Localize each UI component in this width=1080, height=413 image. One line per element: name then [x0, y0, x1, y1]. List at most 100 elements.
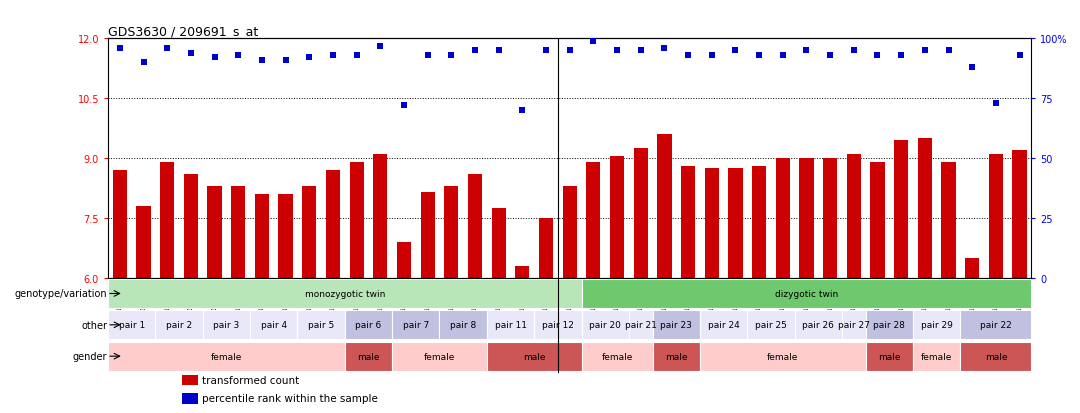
Bar	[345, 311, 392, 339]
Bar	[440, 311, 487, 339]
Text: pair 11: pair 11	[495, 320, 527, 330]
Text: male: male	[665, 352, 688, 361]
Bar	[297, 311, 345, 339]
Bar	[747, 311, 795, 339]
Bar	[586, 163, 600, 278]
Bar	[468, 175, 482, 278]
Text: monozygotic twin: monozygotic twin	[305, 289, 384, 298]
Bar	[610, 157, 624, 278]
Point	[798, 48, 815, 55]
Text: pair 28: pair 28	[874, 320, 905, 330]
Text: genotype/variation: genotype/variation	[14, 289, 107, 299]
Point	[135, 60, 152, 66]
Bar	[374, 155, 388, 278]
Text: female: female	[423, 352, 455, 361]
Text: pair 26: pair 26	[802, 320, 834, 330]
Point	[419, 52, 436, 59]
Point	[443, 52, 460, 59]
Bar	[652, 342, 700, 371]
Point	[324, 52, 341, 59]
Text: pair 27: pair 27	[838, 320, 869, 330]
Text: pair 5: pair 5	[308, 320, 334, 330]
Point	[111, 45, 129, 52]
Text: female: female	[921, 352, 953, 361]
Point	[632, 48, 649, 55]
Point	[822, 52, 839, 59]
Point	[774, 52, 792, 59]
Bar	[913, 311, 960, 339]
Bar	[728, 169, 743, 278]
Bar	[231, 187, 245, 278]
Point	[467, 48, 484, 55]
Bar	[302, 187, 316, 278]
Bar	[960, 311, 1031, 339]
Bar	[207, 187, 221, 278]
Bar	[866, 311, 913, 339]
Text: pair 8: pair 8	[450, 320, 476, 330]
Point	[727, 48, 744, 55]
Text: female: female	[211, 352, 242, 361]
Text: male: male	[878, 352, 901, 361]
Text: pair 24: pair 24	[707, 320, 740, 330]
Bar	[487, 311, 535, 339]
Bar	[487, 342, 581, 371]
Point	[868, 52, 886, 59]
Bar	[581, 311, 629, 339]
Bar	[866, 342, 913, 371]
Text: gender: gender	[72, 351, 107, 361]
Point	[846, 48, 863, 55]
Bar	[842, 311, 866, 339]
Bar	[752, 166, 766, 278]
Point	[703, 52, 720, 59]
Bar	[1012, 151, 1027, 278]
Bar	[279, 195, 293, 278]
Bar	[444, 187, 458, 278]
Text: percentile rank within the sample: percentile rank within the sample	[202, 394, 378, 404]
Bar	[184, 175, 198, 278]
Bar	[704, 169, 719, 278]
Text: pair 1: pair 1	[119, 320, 145, 330]
Bar	[799, 159, 813, 278]
Text: male: male	[985, 352, 1008, 361]
Bar	[989, 155, 1003, 278]
Bar	[515, 266, 529, 278]
Bar	[108, 342, 345, 371]
Bar	[535, 311, 581, 339]
Point	[490, 48, 508, 55]
Bar	[942, 163, 956, 278]
Bar	[345, 342, 392, 371]
Point	[276, 57, 294, 64]
Bar	[326, 171, 340, 278]
Point	[987, 100, 1004, 107]
Bar	[581, 279, 1031, 308]
Point	[562, 48, 579, 55]
Point	[348, 52, 365, 59]
Text: pair 22: pair 22	[980, 320, 1012, 330]
Bar	[136, 206, 150, 278]
Bar	[251, 311, 297, 339]
Point	[159, 45, 176, 52]
Bar	[681, 166, 696, 278]
Bar	[652, 311, 700, 339]
Point	[230, 52, 247, 59]
Text: pair 23: pair 23	[660, 320, 692, 330]
Bar	[870, 163, 885, 278]
Bar	[539, 218, 553, 278]
Point	[679, 52, 697, 59]
Bar	[629, 311, 652, 339]
Bar	[913, 342, 960, 371]
Text: male: male	[523, 352, 545, 361]
Point	[1011, 52, 1028, 59]
Bar	[700, 311, 747, 339]
Bar	[392, 311, 440, 339]
Bar	[823, 159, 837, 278]
Point	[892, 52, 909, 59]
Point	[514, 108, 531, 114]
Text: pair 12: pair 12	[542, 320, 573, 330]
Point	[372, 43, 389, 50]
Bar	[700, 342, 866, 371]
Bar	[634, 149, 648, 278]
Point	[963, 64, 981, 71]
Bar	[581, 342, 652, 371]
Text: pair 25: pair 25	[755, 320, 787, 330]
